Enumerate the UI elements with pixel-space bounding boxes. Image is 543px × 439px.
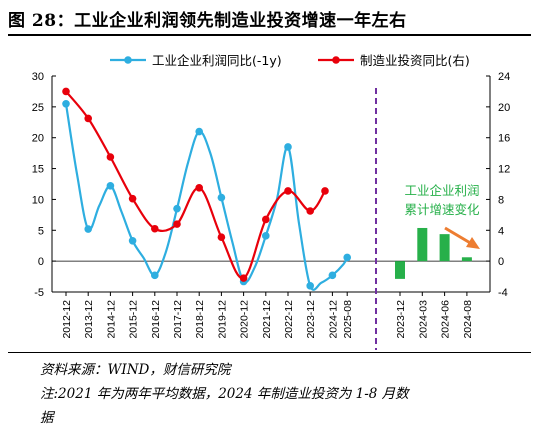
investment-point [151, 224, 159, 233]
x-axis-tick-label: 2019-12 [216, 300, 228, 339]
investment-point [128, 194, 137, 203]
x-axis-tick-label: 2021-12 [261, 300, 273, 339]
profit-point [173, 204, 181, 213]
legend-label: 工业企业利润同比(-1y) [152, 53, 282, 68]
investment-line [65, 90, 326, 280]
left-axis-tick-label: 5 [38, 225, 44, 237]
bar [417, 227, 428, 262]
profit-point [328, 271, 337, 280]
left-axis-tick-label: 15 [32, 164, 44, 176]
profit-point [217, 193, 226, 202]
left-axis-tick-label: -5 [34, 287, 44, 299]
line-series [62, 87, 352, 291]
x-axis-tick-label: 2015-12 [128, 300, 140, 339]
annotation-text: 累计增速变化 [404, 202, 480, 217]
investment-point [195, 184, 203, 192]
investment-point [84, 114, 92, 123]
profit-point [128, 236, 137, 245]
bar [461, 257, 472, 262]
title-rule [8, 34, 531, 36]
right-axis-tick-label: -4 [498, 287, 508, 299]
right-axis-tick-label: 4 [498, 225, 504, 237]
profit-point [151, 271, 159, 280]
profit-point [195, 127, 203, 136]
x-axis-tick-label: 2016-12 [150, 300, 162, 339]
profit-point [262, 232, 270, 240]
chart-axes: -5 0 5 10 15 20 25 30 -4 0 4 8 12 16 20 24 2012-12 2013-1… [32, 71, 510, 350]
profit-point [343, 253, 352, 262]
investment-point [62, 87, 70, 96]
annotation-text: 工业企业利润 [404, 183, 479, 198]
legend-marker [332, 56, 340, 64]
left-axis-tick-label: 0 [38, 256, 44, 268]
profit-point [106, 182, 115, 190]
x-axis-tick-label: 2013-12 [83, 300, 95, 339]
x-axis-tick-label: 2025-08 [342, 300, 354, 339]
right-axis-tick-label: 24 [498, 71, 510, 83]
x-axis-tick-label: 2014-12 [105, 300, 117, 339]
x-axis-tick-label: 2022-12 [283, 300, 295, 339]
investment-point [306, 207, 315, 215]
x-axis-tick-label: 2020-12 [239, 300, 251, 339]
right-axis-tick-label: 8 [498, 194, 504, 206]
left-axis-tick-label: 20 [32, 133, 44, 145]
right-axis-tick-label: 0 [498, 256, 504, 268]
x-axis-tick-label: 2024-08 [462, 300, 474, 339]
footer-rule [8, 352, 531, 353]
investment-point [239, 274, 248, 282]
legend-label: 制造业投资同比(右) [360, 53, 470, 68]
bar [395, 261, 405, 279]
chart-legend: 工业企业利润同比(-1y) 制造业投资同比(右) [110, 53, 470, 68]
x-axis-tick-label: 2024-03 [417, 300, 429, 339]
figure-title: 图 28：工业企业利润领先制造业投资增速一年左右 [8, 11, 407, 31]
profit-point [284, 143, 292, 151]
right-axis-tick-label: 12 [498, 164, 510, 176]
profit-point [62, 99, 70, 108]
investment-point [284, 187, 292, 195]
footnote-line-1: 注:2021 年为两年平均数据，2024 年制造业投资为 1-8 月数 [40, 386, 409, 402]
investment-point [106, 153, 115, 161]
bar-series [395, 227, 472, 279]
profit-point [84, 225, 92, 233]
x-axis-tick-label: 2017-12 [172, 300, 184, 339]
right-axis-tick-label: 20 [498, 102, 510, 114]
investment-point [173, 220, 181, 228]
source-note: 资料来源：WIND，财信研究院 [40, 362, 231, 378]
footnote-line-2: 据 [40, 410, 54, 426]
annotation-arrow-shaft [444, 226, 473, 246]
x-axis-tick-label: 2023-12 [395, 300, 407, 339]
left-axis-tick-label: 25 [32, 102, 44, 114]
investment-point [321, 187, 329, 195]
x-axis-tick-label: 2024-06 [440, 300, 452, 339]
annotation-arrow-head [466, 237, 480, 249]
profit-point [306, 282, 315, 290]
left-axis-tick-label: 10 [32, 194, 44, 206]
bar [439, 234, 450, 262]
x-axis-tick-label: 2023-12 [305, 300, 317, 339]
x-axis-tick-label: 2012-12 [61, 300, 73, 339]
left-axis-tick-label: 30 [32, 71, 44, 83]
investment-point [262, 215, 270, 224]
x-axis-tick-label: 2024-12 [327, 300, 339, 339]
x-axis-tick-label: 2018-12 [194, 300, 206, 339]
investment-point [217, 233, 226, 242]
right-axis-tick-label: 16 [498, 133, 510, 145]
legend-marker [124, 56, 132, 64]
chart: -5 0 5 10 15 20 25 30 -4 0 4 8 12 16 20 24 2012-12 2013-1… [32, 53, 510, 350]
